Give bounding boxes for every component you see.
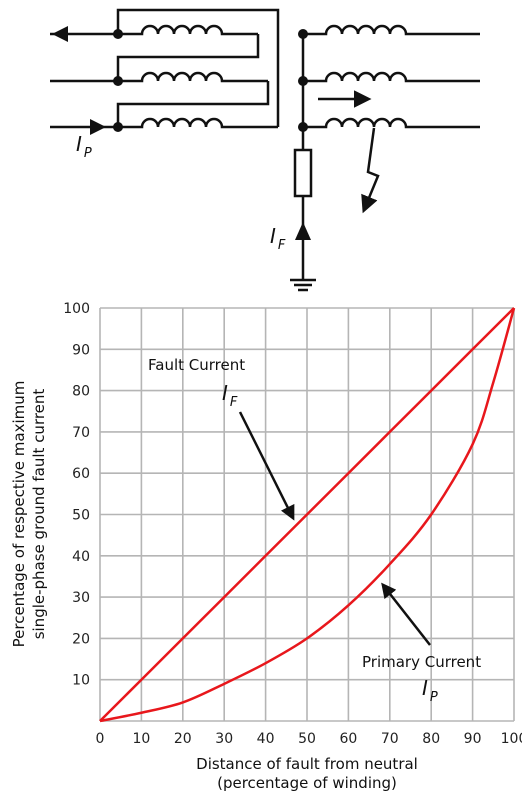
secondary-coil-b [303, 71, 480, 83]
delta-link-1 [116, 8, 280, 127]
y-tick-label: 10 [72, 673, 90, 689]
primary-current-subscript: P [84, 146, 92, 161]
x-tick-label: 60 [339, 731, 357, 747]
y-tick-label: 90 [72, 342, 90, 358]
fault-current-series-label: Fault Current [148, 356, 245, 374]
incoming-arrow-head [90, 119, 106, 135]
delta-link-3 [116, 81, 270, 127]
primary-coil-a [118, 24, 258, 36]
junction-dot [298, 29, 308, 39]
primary-coil-c [118, 117, 278, 129]
fault-current-line [99, 307, 515, 722]
grounding-resistor [293, 148, 313, 198]
y-tick-label: 100 [63, 301, 90, 317]
y-tick-label: 30 [72, 590, 90, 606]
y-tick-label: 80 [72, 384, 90, 400]
y-tick-labels: 10 20 30 40 50 60 70 80 90 100 [63, 301, 90, 689]
x-tick-label: 0 [96, 731, 105, 747]
x-tick-label: 10 [132, 731, 150, 747]
fault-current-arrow-head [295, 222, 311, 240]
y-tick-label: 40 [72, 549, 90, 565]
junction-dot [298, 122, 308, 132]
x-tick-label: 70 [381, 731, 399, 747]
fault-bolt [361, 127, 380, 214]
junction-dot [113, 76, 123, 86]
secondary-coil-c [303, 117, 480, 129]
primary-current-pointer [381, 582, 431, 646]
x-tick-label: 20 [174, 731, 192, 747]
junction-dot [298, 76, 308, 86]
secondary-coil-a [303, 24, 480, 36]
chart-grid [99, 307, 515, 722]
y-axis-title-line1: Percentage of respective maximum [10, 381, 28, 648]
x-tick-label: 100 [501, 731, 522, 747]
y-tick-label: 50 [72, 508, 90, 524]
x-axis-title-line1: Distance of fault from neutral [196, 755, 418, 773]
x-tick-label: 80 [422, 731, 440, 747]
x-tick-label: 30 [215, 731, 233, 747]
junction-dot [113, 29, 123, 39]
x-tick-label: 40 [257, 731, 275, 747]
x-tick-label: 50 [298, 731, 316, 747]
primary-coil-b [118, 71, 268, 83]
y-axis-title-line2: single-phase ground fault current [30, 389, 48, 640]
fault-current-subscript: F [278, 238, 286, 253]
y-tick-label: 20 [72, 631, 90, 647]
x-tick-labels: 0 10 20 30 40 50 60 70 80 90 100 [96, 731, 522, 747]
y-tick-label: 70 [72, 425, 90, 441]
x-axis-title-line2: (percentage of winding) [217, 774, 397, 792]
primary-current-series-label: Primary Current [362, 653, 481, 671]
y-tick-label: 60 [72, 466, 90, 482]
junction-dot [113, 122, 123, 132]
primary-current-line [99, 307, 516, 723]
fault-current-pointer [238, 411, 295, 521]
delta-link-2 [116, 34, 260, 81]
outgoing-arrow-head [52, 26, 68, 42]
chart-series [99, 307, 516, 723]
x-tick-label: 90 [464, 731, 482, 747]
fault-current-chart: 0 10 20 30 40 50 60 70 80 90 100 10 20 30 40 50 60 70 80 9… [10, 301, 522, 792]
